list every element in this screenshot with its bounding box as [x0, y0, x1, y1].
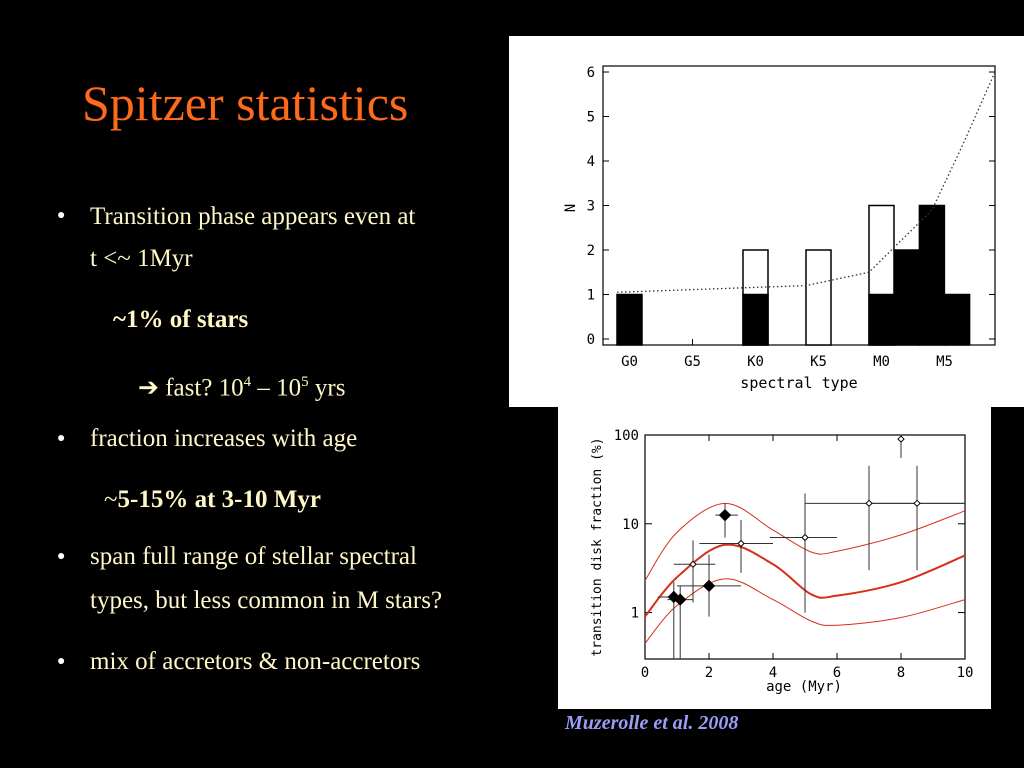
bar-filled — [742, 293, 769, 346]
y-tick-label: 4 — [587, 154, 595, 170]
x-tick-label: 0 — [641, 665, 649, 681]
bullet-text: types, but less common in M stars? — [90, 587, 443, 614]
citation-credit: Muzerolle et al. 2008 — [565, 712, 739, 734]
x-tick-label: M0 — [873, 354, 890, 370]
y-axis-label: N — [563, 204, 579, 212]
data-point — [689, 560, 697, 568]
data-point — [702, 579, 716, 593]
x-tick-label: 6 — [833, 665, 841, 681]
y-tick-label: 1 — [587, 288, 595, 304]
x-axis-label: spectral type — [740, 374, 857, 392]
data-point — [897, 435, 905, 443]
data-point — [718, 508, 732, 522]
x-tick-label: 4 — [769, 665, 777, 681]
x-tick-label: G5 — [684, 354, 701, 370]
y-tick-label: 3 — [587, 199, 595, 215]
fraction-chart: 0 2 4 6 8 10 1 10 100 transition disk fraction (… — [590, 428, 974, 695]
bar-filled — [616, 293, 643, 346]
bullet-text: fraction increases with age — [90, 425, 358, 452]
data-point — [865, 499, 873, 508]
y-tick-label: 5 — [587, 110, 595, 126]
bullet-text: Transition phase appears even at — [90, 203, 416, 230]
y-tick-label: 10 — [622, 517, 639, 533]
y-tick-label: 100 — [614, 428, 639, 444]
x-tick-label: K5 — [810, 354, 827, 370]
bar-filled — [868, 293, 895, 346]
bullet-text: span full range of stellar spectral — [90, 543, 417, 570]
sub-bullet-text: ➔ fast? 104 – 105 yrs — [138, 374, 346, 402]
bullet-text: t <~ 1Myr — [90, 245, 193, 272]
data-point — [801, 533, 809, 542]
bullet-marker: ● — [57, 549, 66, 564]
y-tick-label: 6 — [587, 65, 595, 81]
bullet-marker: ● — [57, 208, 66, 223]
x-tick-label: 2 — [705, 665, 713, 681]
sub-bullet-text: ~5-15% at 3-10 Myr — [104, 486, 321, 513]
x-tick-label: M5 — [936, 354, 953, 370]
fraction-figure: 0 2 4 6 8 10 1 10 100 transition disk fraction (… — [558, 407, 991, 709]
x-tick-label: G0 — [621, 354, 638, 370]
bar-filled — [918, 204, 946, 346]
y-tick-label: 2 — [587, 243, 595, 259]
data-point — [673, 593, 687, 606]
y-tick-label: 0 — [587, 332, 595, 348]
histogram-chart: 0 1 2 3 4 5 6 G0 G5 K0 K5 M0 M5 N spectral type — [563, 65, 996, 392]
slide-title: Spitzer statistics — [82, 75, 409, 131]
bar-open — [805, 249, 832, 346]
bar-filled — [893, 249, 920, 346]
data-point — [737, 539, 745, 548]
histogram-figure: 0 1 2 3 4 5 6 G0 G5 K0 K5 M0 M5 N spectral type — [509, 36, 1024, 407]
x-axis-label: age (Myr) — [766, 679, 842, 695]
sub-bullet-text: ~1% of stars — [113, 306, 249, 333]
y-tick-label: 1 — [631, 606, 639, 622]
x-tick-label: 10 — [957, 665, 974, 681]
bullet-text: mix of accretors & non-accretors — [90, 648, 421, 675]
model-curve — [644, 543, 966, 618]
model-curve-upper — [644, 502, 966, 581]
x-tick-label: 8 — [897, 665, 905, 681]
data-point — [913, 499, 921, 508]
bullet-marker: ● — [57, 654, 66, 669]
y-axis-label: transition disk fraction (%) — [590, 437, 605, 656]
arrow-icon: ➔ — [138, 374, 159, 402]
plot-frame — [644, 434, 966, 660]
x-tick-label: K0 — [747, 354, 764, 370]
bullet-marker: ● — [57, 431, 66, 446]
bar-filled — [943, 293, 971, 346]
